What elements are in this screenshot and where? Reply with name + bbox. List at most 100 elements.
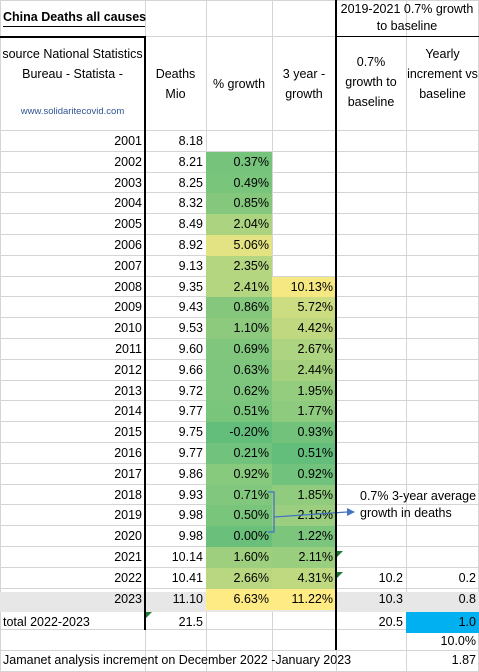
row-deaths: 9.75 bbox=[178, 425, 203, 439]
row-three-year bbox=[272, 131, 336, 152]
row-three-year bbox=[272, 256, 336, 277]
row-year: 2012 bbox=[114, 363, 142, 377]
row-baseline bbox=[337, 297, 406, 318]
row-year: 2022 bbox=[114, 571, 142, 585]
row-growth: 0.86% bbox=[206, 297, 272, 318]
row-increment bbox=[406, 422, 479, 443]
total-increment-pct: 10.0% bbox=[440, 634, 476, 648]
row-increment bbox=[406, 214, 479, 235]
row-increment bbox=[406, 297, 479, 318]
title-underline bbox=[3, 26, 145, 27]
grid-vline bbox=[0, 0, 1, 672]
row-deaths: 9.60 bbox=[178, 342, 203, 356]
row-year: 2011 bbox=[115, 342, 142, 356]
row-deaths: 8.32 bbox=[178, 196, 203, 210]
row-year: 2017 bbox=[114, 467, 142, 481]
row-year: 2018 bbox=[114, 488, 142, 502]
total-baseline: 20.5 bbox=[378, 615, 403, 629]
deaths-header: Deaths Mio bbox=[155, 67, 196, 101]
sheet-title: China Deaths all causes bbox=[3, 10, 147, 24]
row-three-year bbox=[272, 214, 336, 235]
grid-hline bbox=[0, 36, 479, 37]
row-baseline bbox=[337, 256, 406, 277]
row-increment bbox=[406, 526, 479, 547]
row-growth: 0.92% bbox=[206, 464, 272, 485]
row-baseline bbox=[337, 401, 406, 422]
row-increment bbox=[406, 547, 479, 568]
row-year: 2003 bbox=[114, 176, 142, 190]
row-three-year: 10.13% bbox=[272, 277, 336, 298]
row-baseline bbox=[337, 360, 406, 381]
border-col3 bbox=[335, 0, 337, 650]
row-increment bbox=[406, 360, 479, 381]
row-three-year: 0.93% bbox=[272, 422, 336, 443]
total-increment[interactable]: 1.0 bbox=[406, 612, 479, 633]
increment-header: Yearly increment vs baseline bbox=[407, 47, 478, 101]
row-growth bbox=[206, 131, 272, 152]
border-top-header bbox=[0, 36, 145, 38]
row-three-year bbox=[272, 235, 336, 256]
row-year: 2009 bbox=[114, 300, 142, 314]
row-growth: 0.49% bbox=[206, 173, 272, 194]
row-increment bbox=[406, 339, 479, 360]
row-increment bbox=[406, 443, 479, 464]
row-deaths: 9.13 bbox=[178, 259, 203, 273]
row-baseline bbox=[337, 464, 406, 485]
row-three-year: 1.85% bbox=[272, 485, 336, 506]
row-baseline bbox=[337, 547, 406, 568]
border-right-block bbox=[337, 36, 479, 37]
grid-hline bbox=[0, 0, 479, 1]
row-growth: 0.85% bbox=[206, 193, 272, 214]
row-deaths: 9.93 bbox=[178, 488, 203, 502]
row-year: 2002 bbox=[114, 155, 142, 169]
row-growth: 6.63% bbox=[206, 589, 272, 610]
row-year: 2013 bbox=[114, 384, 142, 398]
row-three-year: 1.22% bbox=[272, 526, 336, 547]
row-growth: 0.63% bbox=[206, 360, 272, 381]
row-baseline bbox=[337, 214, 406, 235]
border-col1 bbox=[144, 36, 146, 630]
row-baseline: 10.2 bbox=[378, 571, 403, 585]
row-three-year: 2.67% bbox=[272, 339, 336, 360]
row-growth: -0.20% bbox=[206, 422, 272, 443]
source-link[interactable]: www.solidaritecovid.com bbox=[20, 106, 125, 117]
row-increment bbox=[406, 401, 479, 422]
annotation-arrow bbox=[268, 491, 355, 533]
cell-warning-2022 bbox=[337, 551, 343, 557]
three-year-header: 3 year - growth bbox=[282, 67, 326, 101]
grid-hline bbox=[0, 151, 479, 152]
row-baseline bbox=[337, 131, 406, 152]
row-year: 2006 bbox=[114, 238, 142, 252]
source-header: source National Statistics Bureau - Stat… bbox=[2, 47, 143, 81]
row-year: 2021 bbox=[114, 550, 142, 564]
row-deaths: 9.98 bbox=[178, 508, 203, 522]
row-growth: 2.35% bbox=[206, 256, 272, 277]
row-deaths: 8.49 bbox=[178, 217, 203, 231]
row-deaths: 9.53 bbox=[178, 321, 203, 335]
row-growth: 0.51% bbox=[206, 401, 272, 422]
row-three-year: 0.92% bbox=[272, 464, 336, 485]
row-three-year bbox=[272, 152, 336, 173]
row-baseline: 10.3 bbox=[378, 592, 403, 606]
row-increment: 0.2 bbox=[458, 571, 476, 585]
row-baseline bbox=[337, 235, 406, 256]
row-deaths: 10.14 bbox=[171, 550, 203, 564]
baseline-header: 0.7% growth to baseline bbox=[345, 55, 397, 109]
row-year: 2019 bbox=[114, 508, 142, 522]
row-growth: 5.06% bbox=[206, 235, 272, 256]
row-deaths: 9.66 bbox=[178, 363, 203, 377]
row-year: 2010 bbox=[114, 321, 142, 335]
row-year: 2023 bbox=[114, 592, 142, 606]
row-growth: 0.50% bbox=[206, 505, 272, 526]
row-deaths: 8.25 bbox=[178, 176, 203, 190]
row-growth: 1.10% bbox=[206, 318, 272, 339]
row-deaths: 9.72 bbox=[178, 384, 203, 398]
row-deaths: 8.18 bbox=[178, 134, 203, 148]
row-deaths: 9.98 bbox=[178, 529, 203, 543]
row-year: 2015 bbox=[114, 425, 142, 439]
cell-warning-2023 bbox=[337, 572, 343, 578]
row-three-year: 1.95% bbox=[272, 381, 336, 402]
row-baseline bbox=[337, 173, 406, 194]
row-three-year: 5.72% bbox=[272, 297, 336, 318]
header-right: 2019-2021 0.7% growth to baseline bbox=[340, 2, 474, 33]
